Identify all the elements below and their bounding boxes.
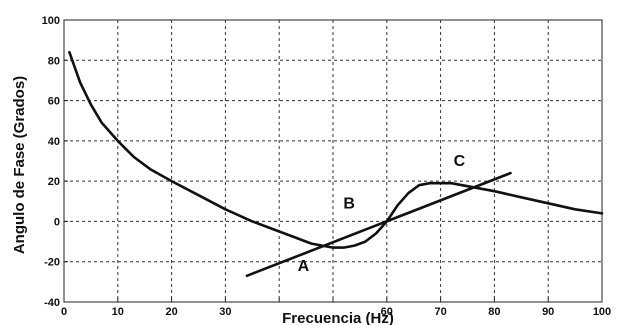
x-axis-label: Frecuencia (Hz) [282,310,394,325]
y-tick-label: 100 [42,15,60,27]
x-tick-label: 100 [593,306,611,318]
x-tick-label: 30 [219,306,231,318]
x-tick-label: 80 [488,306,500,318]
y-tick-label: 40 [48,136,60,148]
y-tick-label: 20 [48,176,60,188]
annotation-a: A [298,258,310,275]
x-tick-label: 10 [112,306,124,318]
y-tick-label: -40 [44,297,60,309]
y-tick-label: -20 [44,257,60,269]
annotation-b: B [343,195,355,212]
y-tick-label: 80 [48,55,60,67]
x-tick-label: 0 [61,306,67,318]
series-line-2 [331,181,604,249]
series-line-1 [68,50,335,249]
x-tick-label: 70 [434,306,446,318]
x-tick-label: 60 [381,306,393,318]
annotation-c: C [454,153,466,170]
series-line-3 [245,171,512,278]
x-tick-label: 20 [165,306,177,318]
y-tick-label: 60 [48,96,60,108]
x-tick-label: 90 [542,306,554,318]
y-tick-label: 0 [54,216,60,228]
y-axis-label: Angulo de Fase (Grados) [11,76,28,254]
